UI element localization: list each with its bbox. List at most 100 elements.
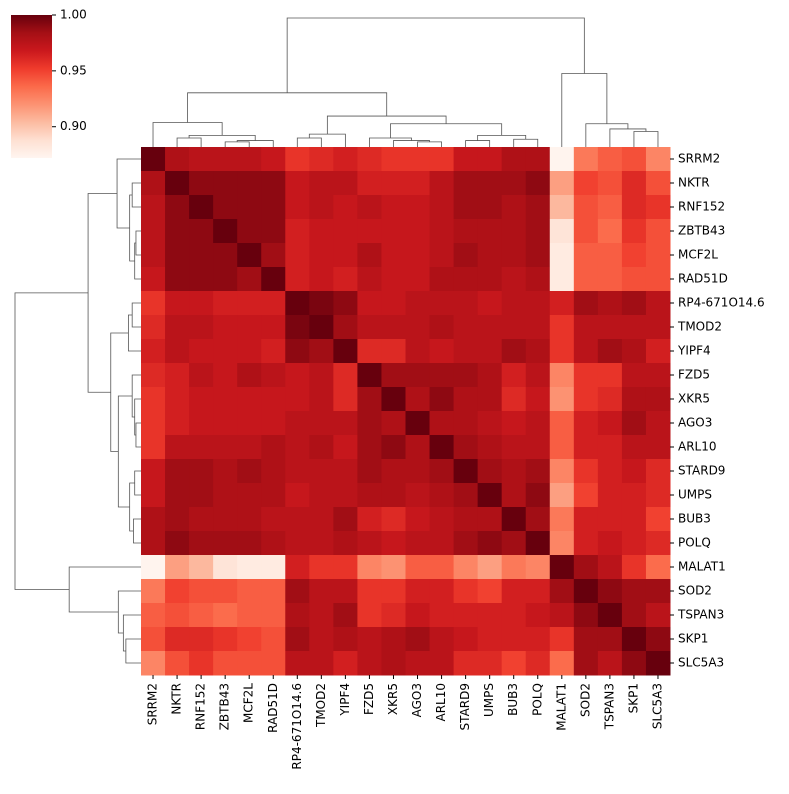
col-label: RAD51D <box>266 683 280 733</box>
cell <box>237 195 262 220</box>
cell <box>501 291 527 316</box>
dendrogram-link <box>129 482 135 532</box>
cell <box>237 315 262 340</box>
cell <box>477 627 503 652</box>
dendrogram-link <box>134 470 141 496</box>
cell <box>261 339 286 364</box>
cell <box>309 363 334 388</box>
cell <box>285 627 310 652</box>
col-label: ARL10 <box>434 683 448 722</box>
cell <box>213 459 238 484</box>
cell <box>165 267 190 292</box>
cell <box>405 603 431 628</box>
cell <box>189 387 214 412</box>
cell <box>477 555 503 580</box>
cell <box>453 267 479 292</box>
row-label: TMOD2 <box>677 320 722 334</box>
cell <box>453 555 479 580</box>
cell <box>309 195 334 220</box>
cell <box>381 459 406 484</box>
dendrograms <box>14 17 659 664</box>
cell <box>597 651 623 676</box>
dendrogram-link <box>513 138 539 147</box>
cell <box>189 555 214 580</box>
heatmap <box>141 147 671 676</box>
cell <box>477 483 503 508</box>
cell <box>189 339 214 364</box>
row-label: XKR5 <box>678 392 710 406</box>
dendrogram-link <box>224 141 250 147</box>
cell <box>141 411 166 436</box>
row-label: BUB3 <box>678 512 711 526</box>
cell <box>285 195 310 220</box>
cell <box>549 171 575 196</box>
cell <box>285 579 310 604</box>
cell <box>429 363 455 388</box>
cell <box>621 435 647 460</box>
dendrogram-link <box>135 230 141 256</box>
cell <box>597 315 623 340</box>
col-label: BUB3 <box>506 683 520 716</box>
cell <box>405 315 431 340</box>
cell <box>573 627 599 652</box>
row-label: AGO3 <box>678 416 712 430</box>
cell <box>573 267 599 292</box>
cell <box>525 459 551 484</box>
cell <box>165 603 190 628</box>
cell <box>645 171 671 196</box>
cell <box>621 411 647 436</box>
cell <box>213 555 238 580</box>
cell <box>189 627 214 652</box>
cell <box>141 243 166 268</box>
cell <box>141 219 166 244</box>
cell <box>645 243 671 268</box>
row-label: RP4-671O14.6 <box>678 296 765 310</box>
cell <box>213 627 238 652</box>
cell <box>237 459 262 484</box>
cell <box>453 459 479 484</box>
cell <box>261 219 286 244</box>
cell <box>645 483 671 508</box>
cell <box>237 531 262 556</box>
cell <box>237 627 262 652</box>
cell <box>597 339 623 364</box>
cell <box>165 243 190 268</box>
cell <box>213 315 238 340</box>
cell <box>597 363 623 388</box>
cell <box>333 459 358 484</box>
cell <box>573 459 599 484</box>
cell <box>621 147 647 172</box>
cell <box>333 483 358 508</box>
dendrogram-link <box>131 302 141 328</box>
cell <box>141 339 166 364</box>
dendrogram-link <box>633 131 659 147</box>
cell <box>165 483 190 508</box>
cell <box>453 579 479 604</box>
cell <box>405 435 431 460</box>
cell <box>429 219 455 244</box>
cell <box>501 147 527 172</box>
cell <box>549 147 575 172</box>
cell <box>597 627 623 652</box>
cell <box>261 531 286 556</box>
cell <box>453 195 479 220</box>
cell <box>477 363 503 388</box>
cell <box>237 243 262 268</box>
col-label: MALAT1 <box>554 683 568 731</box>
cell <box>501 339 527 364</box>
cell <box>477 171 503 196</box>
cell <box>429 579 455 604</box>
cell <box>357 315 382 340</box>
cell <box>477 651 503 676</box>
cell <box>405 627 431 652</box>
cell <box>573 435 599 460</box>
cell <box>261 411 286 436</box>
cell <box>381 483 406 508</box>
cell <box>357 411 382 436</box>
cell <box>645 651 671 676</box>
cell <box>453 483 479 508</box>
cell <box>477 315 503 340</box>
cell <box>501 411 527 436</box>
cell <box>597 459 623 484</box>
cell <box>381 627 406 652</box>
